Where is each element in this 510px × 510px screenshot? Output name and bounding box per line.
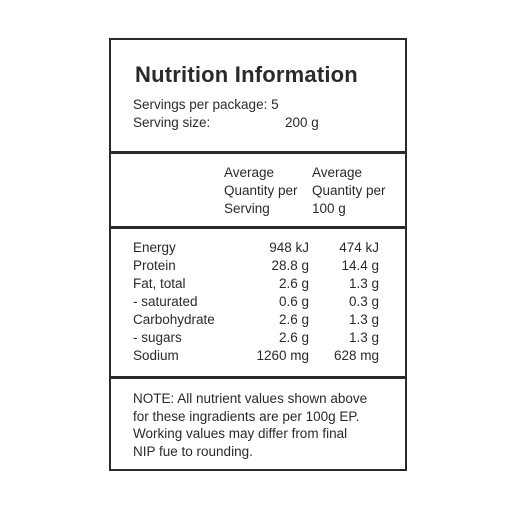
footnote-line: NOTE: All nutrient values shown above [133, 391, 368, 406]
nutrient-per-100g: 1.3 g [348, 276, 379, 291]
nutrient-row: Fat, total 2.6 g 1.3 g [111, 275, 405, 293]
nutrient-per-100g: 628 mg [333, 348, 379, 363]
nutrient-row: Sodium 1260 mg 628 mg [111, 347, 405, 365]
servings-per-package: Servings per package: 5 [133, 96, 279, 113]
servings-per-package-value: 5 [271, 97, 279, 112]
header-per-100g-line: Average [312, 165, 363, 180]
nutrient-per-serving: 948 kJ [269, 240, 309, 255]
nutrient-name: Protein [133, 258, 176, 273]
nutrient-per-100g: 474 kJ [339, 240, 379, 255]
nutrient-name: Fat, total [133, 276, 186, 291]
divider-middle [111, 226, 405, 229]
nutrition-panel: Nutrition Information Servings per packa… [109, 38, 407, 471]
nutrient-name: - saturated [133, 294, 198, 309]
serving-size-value: 200 g [285, 115, 319, 130]
header-per-100g: Average Quantity per 100 g [312, 164, 386, 218]
nutrient-name: Carbohydrate [133, 312, 215, 327]
nutrient-per-serving: 2.6 g [278, 312, 309, 327]
serving-size-label: Serving size: [133, 115, 211, 130]
nutrient-name: Energy [133, 240, 176, 255]
nutrient-per-serving: 2.6 g [278, 330, 309, 345]
nutrient-row: Energy 948 kJ 474 kJ [111, 239, 405, 257]
nutrient-per-serving: 28.8 g [271, 258, 309, 273]
nutrient-per-serving: 0.6 g [278, 294, 309, 309]
header-per-100g-line: Quantity per [312, 183, 386, 198]
header-per-100g-line: 100 g [312, 201, 346, 216]
divider-top [111, 151, 405, 154]
footnote-line: for these ingradients are per 100g EP. [133, 408, 360, 424]
nutrient-per-100g: 1.3 g [348, 312, 379, 327]
nutrient-per-100g: 14.4 g [341, 258, 379, 273]
header-per-serving-line: Serving [224, 201, 270, 216]
nutrient-row: - sugars 2.6 g 1.3 g [111, 329, 405, 347]
nutrient-per-serving: 1260 mg [256, 348, 309, 363]
nutrient-row: Carbohydrate 2.6 g 1.3 g [111, 311, 405, 329]
nutrient-row: - saturated 0.6 g 0.3 g [111, 293, 405, 311]
nutrient-per-100g: 1.3 g [348, 330, 379, 345]
footnote: NOTE: All nutrient values shown above fo… [133, 390, 393, 460]
header-per-serving-line: Average [224, 165, 275, 180]
footnote-line: NIP fue to rounding. [133, 443, 253, 459]
footnote-line: Working values may differ from final [133, 426, 348, 441]
nutrient-name: - sugars [133, 330, 182, 345]
panel-title: Nutrition Information [135, 62, 358, 87]
nutrient-row: Protein 28.8 g 14.4 g [111, 257, 405, 275]
servings-per-package-label: Servings per package: [133, 97, 268, 112]
header-per-serving-line: Quantity per [224, 183, 298, 198]
header-per-serving: Average Quantity per Serving [224, 164, 298, 218]
nutrient-name: Sodium [133, 348, 179, 363]
nutrient-per-serving: 2.6 g [278, 276, 309, 291]
divider-bottom [111, 376, 405, 379]
nutrient-per-100g: 0.3 g [348, 294, 379, 309]
